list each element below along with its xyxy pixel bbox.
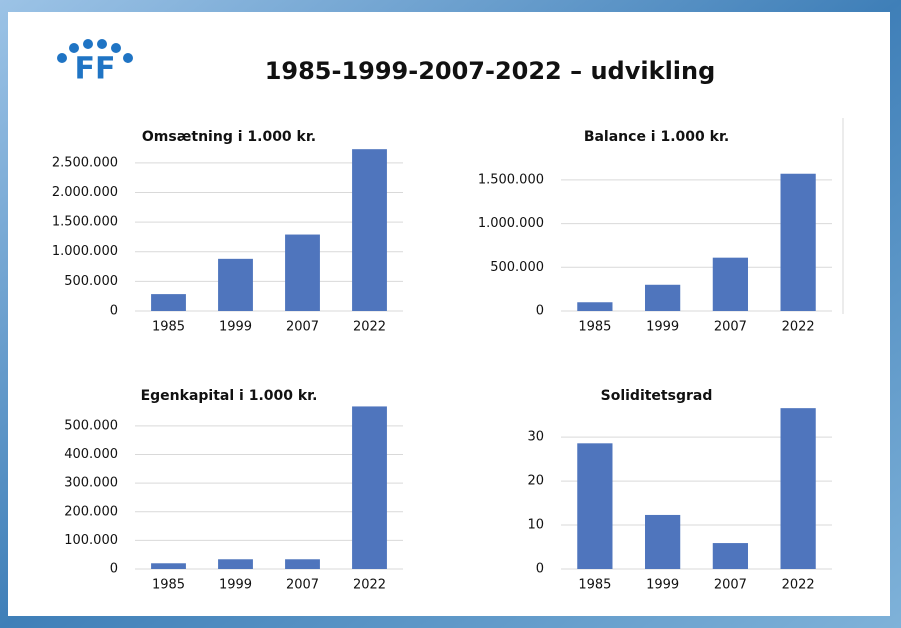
svg-text:FF: FF — [75, 52, 116, 87]
bar — [285, 235, 320, 311]
y-tick-label: 400.000 — [64, 447, 118, 462]
x-tick-label: 1985 — [578, 320, 611, 335]
slide-title: 1985-1999-2007-2022 – udvikling — [265, 57, 716, 85]
y-tick-label: 500.000 — [490, 260, 544, 275]
y-tick-label: 10 — [527, 518, 544, 533]
bar — [645, 515, 680, 569]
bar — [645, 285, 680, 311]
y-tick-label: 500.000 — [64, 274, 118, 289]
chart-title: Soliditetsgrad — [601, 388, 713, 404]
x-tick-label: 2022 — [782, 578, 815, 593]
x-tick-label: 1985 — [152, 578, 185, 593]
y-tick-label: 2.500.000 — [52, 155, 118, 170]
bar — [218, 559, 253, 569]
x-tick-label: 2022 — [782, 320, 815, 335]
x-tick-label: 2007 — [286, 320, 319, 335]
y-tick-label: 0 — [536, 562, 544, 577]
y-tick-label: 0 — [110, 304, 118, 319]
bar — [577, 443, 612, 569]
y-tick-label: 100.000 — [64, 533, 118, 548]
y-tick-label: 1.500.000 — [478, 172, 544, 187]
y-tick-label: 1.000.000 — [52, 244, 118, 259]
x-tick-label: 1985 — [578, 578, 611, 593]
y-tick-label: 500.000 — [64, 418, 118, 433]
y-tick-label: 0 — [110, 562, 118, 577]
bar — [352, 406, 387, 569]
x-tick-label: 2007 — [714, 320, 747, 335]
x-tick-label: 1999 — [219, 578, 252, 593]
x-tick-label: 2007 — [714, 578, 747, 593]
y-tick-label: 1.000.000 — [478, 216, 544, 231]
bar — [285, 559, 320, 569]
y-tick-label: 200.000 — [64, 504, 118, 519]
bar — [218, 259, 253, 311]
y-tick-label: 0 — [536, 304, 544, 319]
x-tick-label: 2022 — [353, 578, 386, 593]
chart-title: Egenkapital i 1.000 kr. — [141, 388, 318, 404]
x-tick-label: 1999 — [219, 320, 252, 335]
y-tick-label: 1.500.000 — [52, 215, 118, 230]
bar — [151, 294, 186, 311]
x-tick-label: 1999 — [646, 578, 679, 593]
bar — [352, 149, 387, 311]
bar — [781, 408, 816, 569]
bar — [713, 543, 748, 569]
y-tick-label: 300.000 — [64, 476, 118, 491]
x-tick-label: 2022 — [353, 320, 386, 335]
bar — [713, 258, 748, 311]
bar — [577, 302, 612, 311]
x-tick-label: 2007 — [286, 578, 319, 593]
bar — [151, 563, 186, 569]
y-tick-label: 2.000.000 — [52, 185, 118, 200]
x-tick-label: 1999 — [646, 320, 679, 335]
chart-title: Balance i 1.000 kr. — [584, 129, 729, 145]
bar — [781, 174, 816, 311]
y-tick-label: 30 — [527, 430, 544, 445]
x-tick-label: 1985 — [152, 320, 185, 335]
chart-title: Omsætning i 1.000 kr. — [142, 129, 316, 145]
y-tick-label: 20 — [527, 474, 544, 489]
slide: FF 1985-1999-2007-2022 – udvikling Omsæt… — [0, 0, 901, 628]
